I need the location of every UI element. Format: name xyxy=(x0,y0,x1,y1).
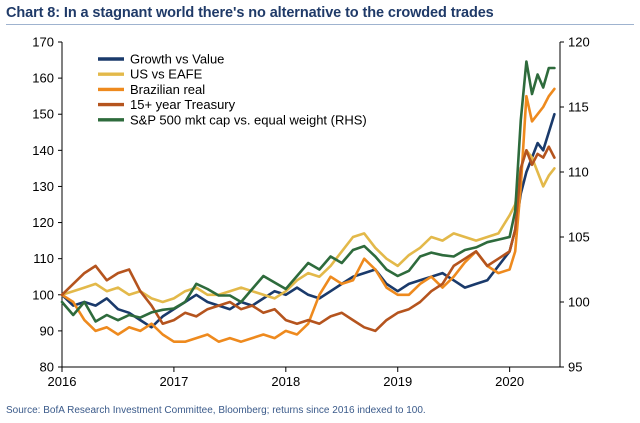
y-tick-label-left: 80 xyxy=(40,360,54,375)
source-note: Source: BofA Research Investment Committ… xyxy=(6,405,426,416)
y-tick-label-right: 110 xyxy=(568,165,589,180)
y-tick-label-left: 140 xyxy=(32,143,54,158)
chart: 80 90 100 110 120 130 140 150 160 170 95 100 105 110 1… xyxy=(32,35,589,390)
y-tick-label-right: 105 xyxy=(568,230,590,245)
y-tick-label-left: 110 xyxy=(33,251,54,266)
y-tick-label-left: 160 xyxy=(32,71,54,86)
x-tick-label: 2016 xyxy=(48,374,77,389)
y-tick-label-right: 95 xyxy=(568,360,582,375)
axes: 80 90 100 110 120 130 140 150 160 170 95 100 105 110 1… xyxy=(32,35,589,390)
legend-label: 15+ year Treasury xyxy=(130,97,236,112)
series-line-2 xyxy=(60,87,556,344)
legend-label: US vs EAFE xyxy=(130,67,203,82)
y-tick-label-left: 90 xyxy=(40,323,54,338)
series-line-1 xyxy=(60,149,556,304)
y-tick-label-right: 115 xyxy=(568,100,589,115)
series-line-4 xyxy=(60,60,556,323)
legend-label: S&P 500 mkt cap vs. equal weight (RHS) xyxy=(130,112,367,127)
x-tick-label: 2017 xyxy=(159,374,188,389)
series-lines xyxy=(60,60,556,344)
y-tick-label-right: 120 xyxy=(568,35,590,50)
series-line-0 xyxy=(60,112,556,329)
y-tick-label-left: 170 xyxy=(32,35,54,50)
chart-title: Chart 8: In a stagnant world there's no … xyxy=(6,5,494,21)
x-tick-label: 2019 xyxy=(383,374,412,389)
x-tick-label: 2020 xyxy=(495,374,524,389)
y-tick-label-left: 120 xyxy=(32,215,54,230)
y-tick-label-left: 130 xyxy=(32,179,54,194)
legend-label: Growth vs Value xyxy=(130,52,224,67)
x-tick-label: 2018 xyxy=(271,374,300,389)
y-tick-label-left: 150 xyxy=(32,107,54,122)
y-tick-label-left: 100 xyxy=(32,287,54,302)
y-tick-label-right: 100 xyxy=(568,295,590,310)
title-rule xyxy=(6,24,634,25)
series-line-3 xyxy=(60,145,556,333)
legend-label: Brazilian real xyxy=(130,82,205,97)
